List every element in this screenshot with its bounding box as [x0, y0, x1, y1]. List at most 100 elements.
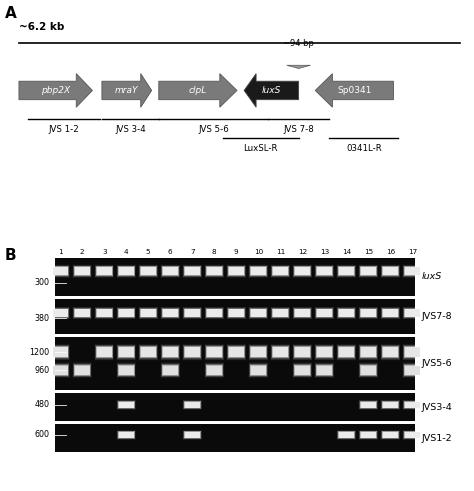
Text: JVS1-2: JVS1-2	[422, 434, 453, 443]
Text: 300: 300	[35, 278, 50, 287]
Bar	[317, 366, 332, 375]
Bar	[163, 347, 178, 357]
Text: 15: 15	[364, 249, 373, 255]
Bar	[96, 308, 113, 318]
Text: 480: 480	[35, 400, 50, 409]
Bar	[53, 267, 68, 275]
Bar	[272, 308, 289, 318]
Bar	[183, 307, 201, 319]
Text: mraY: mraY	[115, 86, 138, 95]
Bar	[94, 344, 114, 361]
Bar	[96, 347, 112, 357]
Bar	[53, 267, 68, 275]
Bar	[52, 266, 69, 276]
Bar	[161, 363, 180, 377]
Bar	[74, 309, 90, 317]
Bar	[250, 266, 267, 276]
Text: 0341L-R: 0341L-R	[346, 144, 382, 153]
Bar	[205, 308, 223, 318]
Bar	[182, 400, 202, 410]
Bar	[161, 344, 180, 360]
Bar	[358, 400, 378, 410]
Bar	[162, 309, 179, 317]
Bar	[55, 299, 415, 334]
Bar	[272, 266, 289, 276]
Bar	[74, 267, 90, 275]
Bar	[116, 344, 136, 361]
Bar	[118, 402, 134, 408]
Bar	[292, 306, 312, 320]
Bar	[383, 432, 398, 438]
Bar	[405, 267, 420, 275]
Bar	[250, 267, 266, 275]
Bar	[360, 432, 377, 438]
Bar	[339, 309, 354, 317]
Bar	[381, 307, 400, 319]
Bar	[51, 265, 70, 277]
Bar	[273, 309, 288, 317]
Bar	[185, 402, 200, 408]
Bar	[55, 337, 415, 390]
Bar	[315, 266, 333, 276]
Bar	[337, 430, 356, 440]
Bar	[382, 432, 399, 438]
Bar	[184, 267, 200, 275]
Text: 17: 17	[408, 249, 417, 255]
Bar	[207, 267, 222, 275]
Bar	[183, 431, 201, 439]
Bar	[118, 309, 135, 317]
Bar	[339, 267, 354, 275]
Bar	[97, 267, 112, 275]
Bar	[403, 266, 421, 276]
Bar	[338, 432, 354, 438]
Bar	[359, 362, 378, 378]
Text: 600: 600	[35, 431, 50, 439]
Bar	[118, 309, 134, 317]
Bar	[138, 344, 158, 361]
Bar	[205, 266, 223, 276]
Bar	[294, 364, 311, 376]
Bar	[206, 346, 223, 358]
Text: 5: 5	[146, 249, 151, 255]
Bar	[383, 267, 398, 275]
Bar	[183, 401, 201, 409]
Bar	[51, 266, 69, 276]
Polygon shape	[19, 74, 92, 107]
Text: 2: 2	[80, 249, 84, 255]
Bar	[140, 346, 157, 358]
Bar	[96, 309, 112, 317]
Bar	[118, 308, 135, 318]
Bar	[359, 401, 378, 409]
Bar	[381, 265, 400, 277]
Bar	[161, 307, 180, 319]
Bar	[118, 432, 134, 438]
Bar	[207, 366, 222, 375]
Bar	[358, 362, 378, 378]
Bar	[74, 309, 90, 317]
Bar	[227, 307, 246, 319]
Bar	[184, 267, 201, 276]
Text: 3: 3	[102, 249, 107, 255]
Bar	[382, 401, 399, 409]
Bar	[96, 346, 113, 358]
Bar	[381, 306, 400, 320]
Bar	[337, 307, 356, 319]
Bar	[405, 402, 420, 408]
Bar	[118, 402, 135, 409]
Bar	[117, 401, 135, 409]
Bar	[359, 344, 378, 360]
Bar	[403, 401, 421, 409]
Bar	[273, 309, 288, 317]
Bar	[292, 362, 312, 378]
Bar	[94, 264, 114, 278]
Bar	[227, 265, 246, 277]
Bar	[162, 364, 179, 376]
Bar	[361, 402, 376, 408]
Bar	[338, 267, 355, 276]
Bar	[360, 267, 376, 275]
Bar	[338, 346, 355, 358]
Bar	[248, 344, 268, 361]
Bar	[272, 345, 289, 359]
Bar	[381, 265, 400, 277]
Bar	[183, 346, 201, 358]
